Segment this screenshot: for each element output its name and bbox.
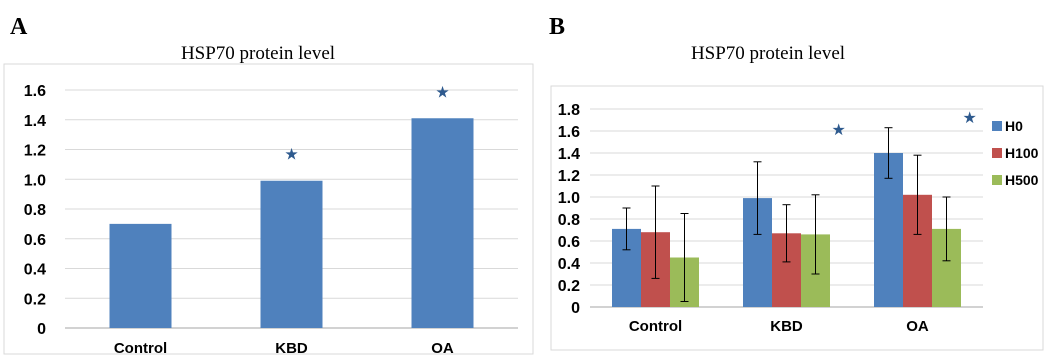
chart-b-legend: H0 H100 H500 bbox=[992, 118, 1039, 188]
chart-b-legend-label-h0: H0 bbox=[1005, 118, 1023, 134]
chart-a-y-tick-label: 0 bbox=[37, 321, 46, 338]
chart-a-significance-star: ★ bbox=[284, 145, 298, 164]
chart-b-significance-star: ★ bbox=[832, 120, 846, 139]
chart-a-y-tick-label: 1.0 bbox=[24, 172, 46, 189]
chart-a-significance-markers: ★★ bbox=[284, 82, 449, 163]
chart-b-legend-label-h100: H100 bbox=[1005, 145, 1039, 161]
chart-a-y-tick-label: 1.4 bbox=[24, 113, 46, 130]
chart-b-y-tick-label: 1.2 bbox=[558, 168, 580, 185]
chart-a: HSP70 protein level 0 0.2 0.4 0.6 0.8 1.0 1.2 1… bbox=[3, 43, 534, 357]
panel-b-label: B bbox=[549, 14, 565, 40]
chart-b-x-label: Control bbox=[629, 318, 682, 335]
chart-a-bar bbox=[109, 223, 172, 328]
chart-b-x-label: KBD bbox=[770, 318, 803, 335]
chart-a-bar bbox=[411, 118, 474, 328]
chart-a-y-tick-label: 1.2 bbox=[24, 143, 46, 160]
chart-b-x-label: OA bbox=[906, 318, 929, 335]
chart-a-y-tick-label: 0.8 bbox=[24, 202, 46, 219]
chart-a-x-labels: Control KBD OA bbox=[114, 340, 454, 357]
chart-a-x-label: Control bbox=[114, 340, 167, 357]
chart-b-x-labels: Control KBD OA bbox=[629, 318, 929, 335]
chart-b-y-tick-label: 0.2 bbox=[558, 278, 580, 295]
chart-a-y-tick-label: 0.6 bbox=[24, 232, 46, 249]
chart-b-legend-swatch-h0 bbox=[992, 121, 1002, 131]
chart-b-legend-swatch-h100 bbox=[992, 148, 1002, 158]
chart-b-significance-markers: ★★ bbox=[832, 108, 977, 139]
chart-b-legend-label-h500: H500 bbox=[1005, 172, 1039, 188]
chart-b-legend-swatch-h500 bbox=[992, 175, 1002, 185]
chart-b-y-tick-label: 0.6 bbox=[558, 234, 580, 251]
chart-b-y-tick-label: 1.6 bbox=[558, 124, 580, 141]
chart-a-title: HSP70 protein level bbox=[181, 43, 335, 64]
chart-a-significance-star: ★ bbox=[435, 82, 449, 101]
chart-a-y-tick-label: 1.6 bbox=[24, 83, 46, 100]
chart-b-error-bars bbox=[622, 127, 951, 302]
chart-b-title: HSP70 protein level bbox=[691, 43, 845, 64]
chart-a-y-tick-label: 0.2 bbox=[24, 291, 46, 308]
chart-b-y-tick-label: 1.8 bbox=[558, 102, 580, 119]
chart-b: HSP70 protein level 0 0.2 0.4 0.6 0.8 1.0 1.2 1… bbox=[550, 43, 1044, 351]
chart-a-x-label: KBD bbox=[275, 340, 308, 357]
chart-b-frame bbox=[550, 85, 1044, 351]
chart-b-y-tick-label: 0.8 bbox=[558, 212, 580, 229]
chart-a-bar bbox=[260, 180, 323, 328]
chart-a-y-tick-label: 0.4 bbox=[24, 262, 46, 279]
chart-b-y-tick-label: 0 bbox=[571, 300, 580, 317]
chart-b-y-tick-label: 1.0 bbox=[558, 190, 580, 207]
chart-b-y-tick-label: 0.4 bbox=[558, 256, 580, 273]
chart-b-y-ticks: 0 0.2 0.4 0.6 0.8 1.0 1.2 1.4 1.6 1.8 bbox=[558, 102, 580, 317]
chart-a-x-label: OA bbox=[431, 340, 454, 357]
chart-b-y-tick-label: 1.4 bbox=[558, 146, 580, 163]
chart-b-significance-star: ★ bbox=[963, 108, 977, 127]
panel-a-label: A bbox=[10, 14, 28, 40]
chart-a-bars bbox=[109, 118, 474, 328]
chart-a-y-ticks: 0 0.2 0.4 0.6 0.8 1.0 1.2 1.4 1.6 bbox=[24, 83, 46, 338]
chart-a-frame bbox=[3, 63, 534, 355]
